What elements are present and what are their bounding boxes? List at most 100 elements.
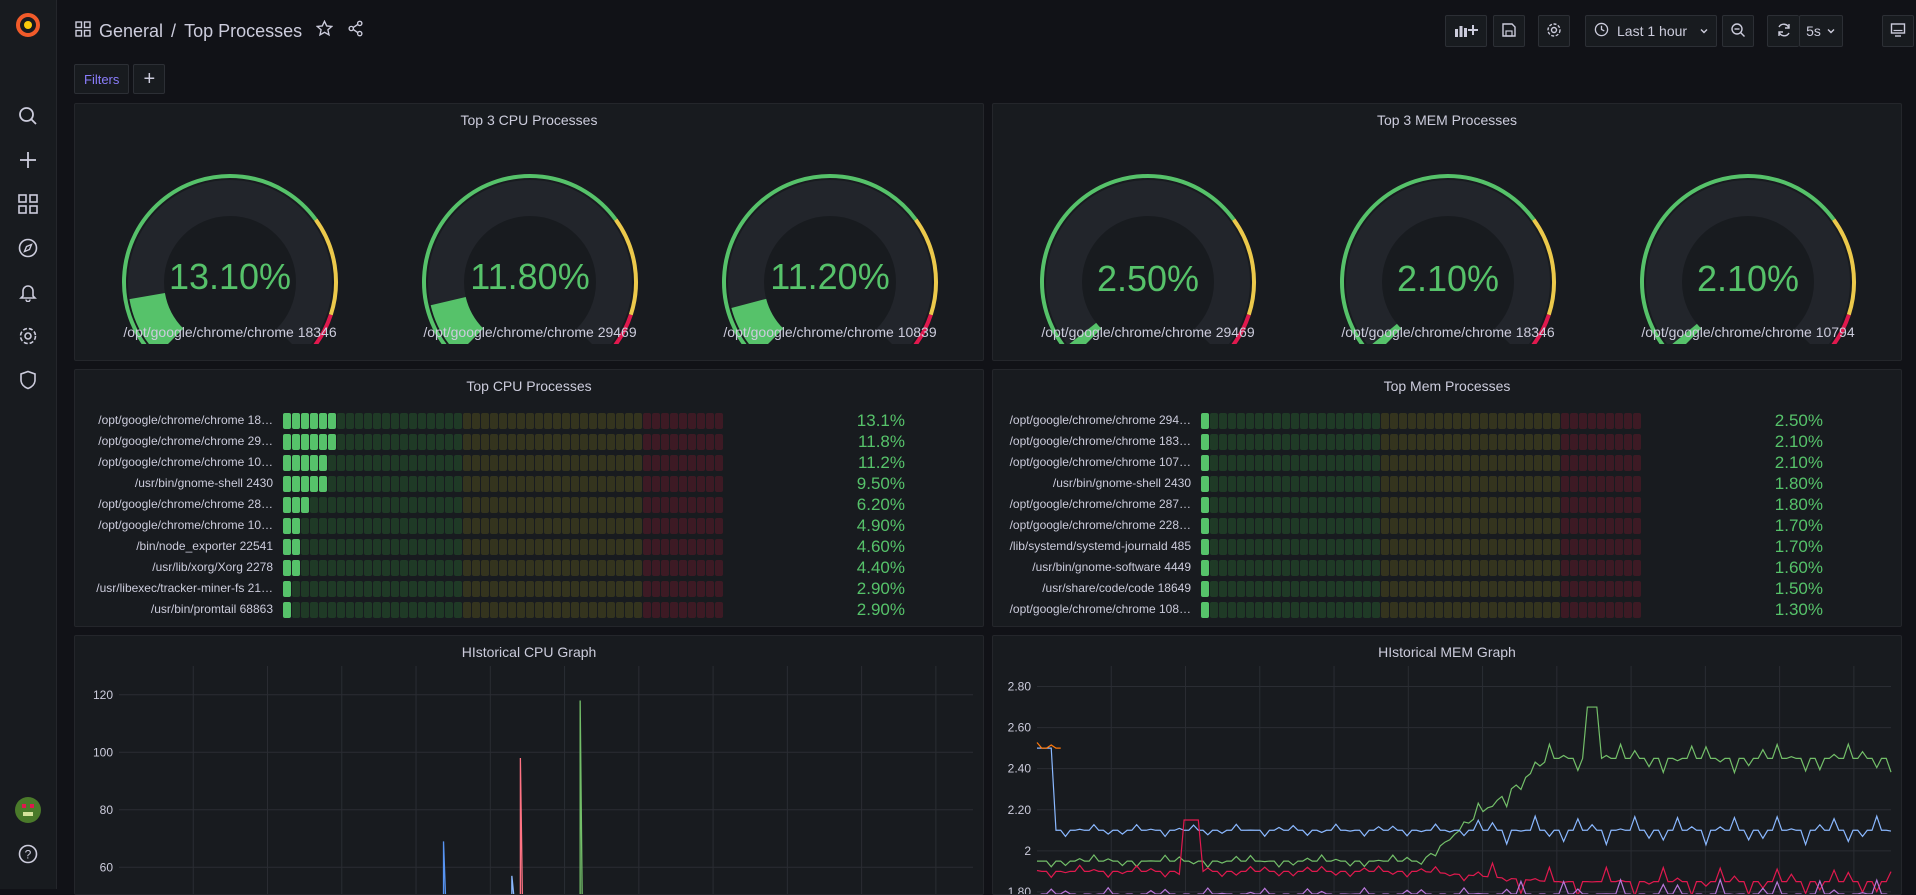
bar-cell-unlit xyxy=(418,602,426,618)
bar-cell-unlit xyxy=(1408,434,1416,450)
breadcrumb-folder[interactable]: General xyxy=(99,21,163,42)
bar-cell-unlit xyxy=(1210,455,1218,471)
bar-cell-unlit xyxy=(454,497,462,513)
bar-gauge-value: 13.1% xyxy=(815,410,905,431)
add-filter-button[interactable]: + xyxy=(133,64,165,94)
grafana-logo-icon[interactable] xyxy=(14,11,42,39)
panel-title[interactable]: Top Mem Processes xyxy=(993,378,1901,394)
user-avatar[interactable] xyxy=(14,796,42,824)
dashboards-icon[interactable] xyxy=(14,190,42,218)
bar-cell-unlit xyxy=(1597,413,1605,429)
bar-cell-unlit xyxy=(688,434,696,450)
bar-cell-unlit xyxy=(337,518,345,534)
bar-gauge-label: /lib/systemd/systemd-journald 485 xyxy=(993,536,1191,557)
bar-cell-unlit xyxy=(1282,413,1290,429)
bar-cell-unlit xyxy=(508,413,516,429)
page-title[interactable]: Top Processes xyxy=(184,21,302,42)
bar-cell-unlit xyxy=(1264,434,1272,450)
bar-cell-unlit xyxy=(553,518,561,534)
bar-cell-unlit xyxy=(1363,413,1371,429)
bar-cell-unlit xyxy=(1579,455,1587,471)
bar-cell-unlit xyxy=(1615,413,1623,429)
bar-cell-unlit xyxy=(319,560,327,576)
bar-cell-unlit xyxy=(1255,476,1263,492)
bar-cell-unlit xyxy=(445,455,453,471)
save-dashboard-button[interactable] xyxy=(1493,15,1525,47)
star-icon[interactable] xyxy=(316,20,333,42)
server-admin-shield-icon[interactable] xyxy=(14,366,42,394)
help-icon[interactable]: ? xyxy=(14,840,42,868)
bar-cell-unlit xyxy=(373,476,381,492)
gauge-label: /opt/google/chrome/chrome 10839 xyxy=(680,324,980,340)
panel-title[interactable]: Top 3 CPU Processes xyxy=(75,112,983,128)
configuration-gear-icon[interactable] xyxy=(14,322,42,350)
bar-cell-unlit xyxy=(598,413,606,429)
bar-cell-unlit xyxy=(535,539,543,555)
refresh-interval-picker[interactable]: 5s xyxy=(1799,15,1843,47)
bar-cell-lit xyxy=(283,539,291,555)
bar-cell-unlit xyxy=(580,581,588,597)
bar-cell-unlit xyxy=(688,413,696,429)
bar-cell-unlit xyxy=(643,476,651,492)
dashboard-settings-button[interactable] xyxy=(1538,15,1570,47)
bar-cell-unlit xyxy=(346,518,354,534)
add-panel-button[interactable] xyxy=(1445,15,1487,47)
bar-cell-unlit xyxy=(1633,560,1641,576)
bar-cell-unlit xyxy=(427,455,435,471)
bar-cell-unlit xyxy=(409,455,417,471)
bar-cell-unlit xyxy=(1318,560,1326,576)
bar-cell-unlit xyxy=(319,539,327,555)
bar-cell-unlit xyxy=(1219,434,1227,450)
bar-cell-unlit xyxy=(427,602,435,618)
tv-mode-button[interactable] xyxy=(1882,15,1914,47)
panel-title[interactable]: Top CPU Processes xyxy=(75,378,983,394)
bar-cell-unlit xyxy=(1417,518,1425,534)
bar-cell-unlit xyxy=(571,518,579,534)
time-range-picker[interactable]: Last 1 hour xyxy=(1585,15,1717,47)
refresh-button[interactable] xyxy=(1767,15,1799,47)
bar-cell-unlit xyxy=(1282,434,1290,450)
alerting-bell-icon[interactable] xyxy=(14,278,42,306)
monitor-icon xyxy=(1890,22,1906,41)
bar-cell-unlit xyxy=(1237,539,1245,555)
share-icon[interactable] xyxy=(347,20,364,42)
bar-cell-unlit xyxy=(427,560,435,576)
filters-button[interactable]: Filters xyxy=(74,64,129,94)
bar-gauge-row: /opt/google/chrome/chrome 183…2.10% xyxy=(993,431,1901,452)
bar-cell-unlit xyxy=(301,560,309,576)
bar-cell-unlit xyxy=(454,539,462,555)
explore-compass-icon[interactable] xyxy=(14,234,42,262)
bar-cell-unlit xyxy=(355,434,363,450)
search-icon[interactable] xyxy=(14,102,42,130)
bar-cell-unlit xyxy=(526,518,534,534)
bar-cell-unlit xyxy=(1246,434,1254,450)
bar-cell-unlit xyxy=(292,581,300,597)
bar-cell-unlit xyxy=(616,560,624,576)
bar-cell-unlit xyxy=(499,581,507,597)
bar-cell-unlit xyxy=(1246,602,1254,618)
bar-cell-unlit xyxy=(1372,434,1380,450)
bar-cell-unlit xyxy=(427,413,435,429)
panel-title[interactable]: Top 3 MEM Processes xyxy=(993,112,1901,128)
bar-cell-unlit xyxy=(490,497,498,513)
bar-cell-unlit xyxy=(337,602,345,618)
bar-cell-unlit xyxy=(1300,476,1308,492)
bar-cell-unlit xyxy=(1246,581,1254,597)
bar-cell-unlit xyxy=(1507,455,1515,471)
bar-cell-unlit xyxy=(400,434,408,450)
bar-cell-unlit xyxy=(1372,518,1380,534)
bar-cell-unlit xyxy=(706,560,714,576)
bar-cell-unlit xyxy=(661,602,669,618)
zoom-out-button[interactable] xyxy=(1722,15,1754,47)
bar-cell-unlit xyxy=(418,434,426,450)
bar-cell-unlit xyxy=(544,455,552,471)
bar-cell-unlit xyxy=(598,602,606,618)
bar-cell-unlit xyxy=(688,455,696,471)
bar-cell-unlit xyxy=(1264,560,1272,576)
bar-cell-unlit xyxy=(1354,413,1362,429)
bar-cell-unlit xyxy=(1525,476,1533,492)
bar-cell-unlit xyxy=(1543,455,1551,471)
plus-icon[interactable] xyxy=(14,146,42,174)
